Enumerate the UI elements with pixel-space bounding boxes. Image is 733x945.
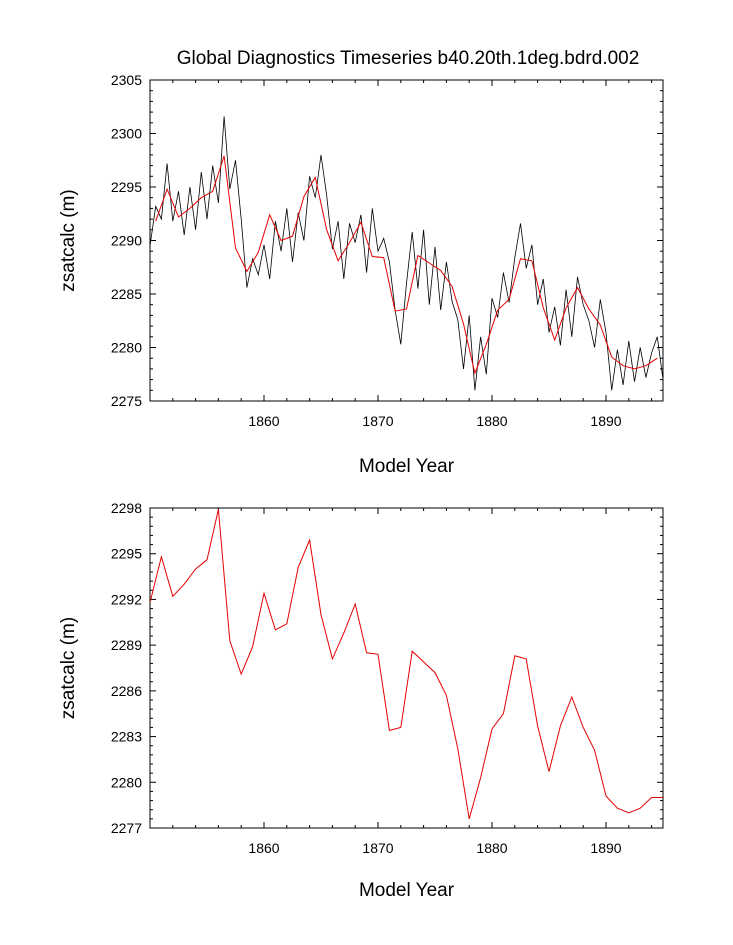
annual-series-line: [149, 509, 663, 820]
y-tick-label: 2295: [111, 179, 142, 195]
chart-title: Global Diagnostics Timeseries b40.20th.1…: [177, 48, 640, 69]
x-tick-label: 1890: [590, 413, 621, 429]
bottom-axis-ticks: 1860 1870 1880 1890 2277 2280 2283 2286 2289 2292…: [111, 500, 663, 856]
y-tick-label: 2280: [111, 774, 142, 790]
y-tick-label: 2298: [111, 500, 142, 516]
top-x-axis-label: Model Year: [359, 456, 455, 477]
x-tick-label: 1870: [362, 413, 393, 429]
x-tick-label: 1860: [248, 413, 279, 429]
y-tick-label: 2305: [111, 72, 142, 88]
bottom-chart: 1860 1870 1880 1890 2277 2280 2283 2286 2289 2292…: [58, 500, 664, 901]
y-tick-label: 2289: [111, 637, 142, 653]
y-tick-label: 2295: [111, 546, 142, 562]
top-plot-frame: [149, 79, 664, 402]
y-tick-label: 2285: [111, 286, 142, 302]
bottom-x-axis-label: Model Year: [359, 880, 455, 901]
bottom-series: [149, 509, 663, 820]
y-tick-label: 2292: [111, 591, 142, 607]
bottom-y-axis-label: zsatcalc (m): [58, 617, 79, 719]
y-tick-label: 2277: [111, 820, 142, 836]
y-tick-label: 2280: [111, 340, 142, 356]
top-chart: Global Diagnostics Timeseries b40.20th.1…: [58, 48, 664, 477]
y-tick-label: 2290: [111, 233, 142, 249]
x-tick-label: 1870: [362, 840, 393, 856]
monthly-series-line: [149, 116, 664, 391]
x-tick-label: 1890: [590, 840, 621, 856]
x-tick-label: 1860: [248, 840, 279, 856]
top-series: [149, 116, 664, 391]
y-tick-label: 2286: [111, 683, 142, 699]
top-axis-ticks: 1860 1870 1880 1890 2275 2280 2285 2290 2295 2300…: [111, 72, 663, 429]
y-tick-label: 2275: [111, 393, 142, 409]
x-tick-label: 1880: [476, 840, 507, 856]
y-tick-label: 2283: [111, 729, 142, 745]
bottom-plot-frame: [149, 507, 664, 829]
top-y-axis-label: zsatcalc (m): [58, 189, 79, 291]
annual-series-line: [155, 155, 658, 375]
x-tick-label: 1880: [476, 413, 507, 429]
y-tick-label: 2300: [111, 126, 142, 142]
